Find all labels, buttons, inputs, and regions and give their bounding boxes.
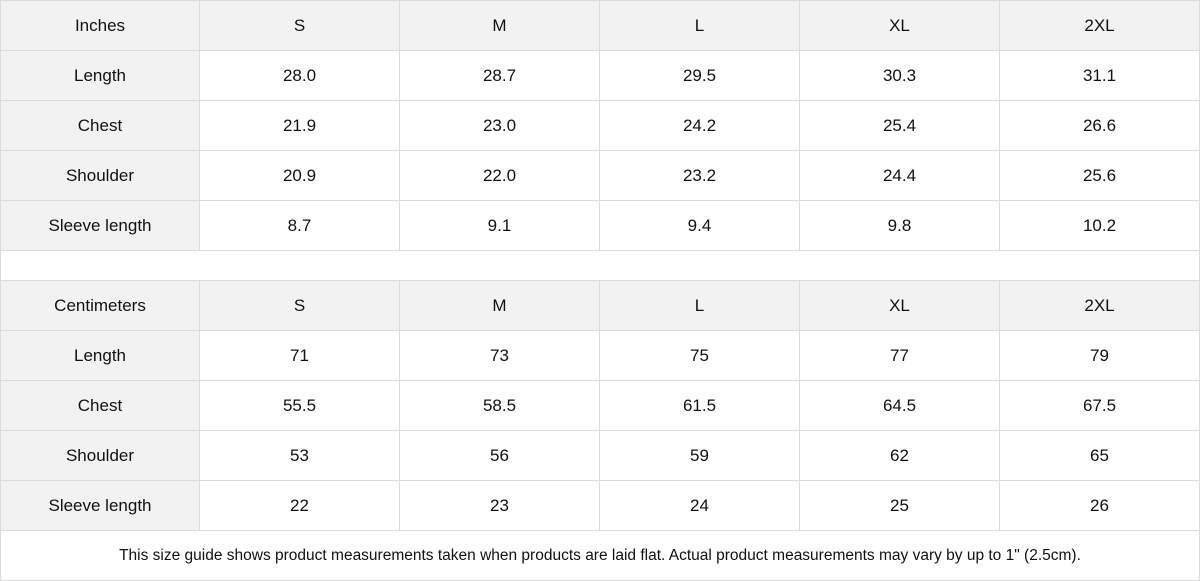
size-header: S [200, 281, 400, 331]
measurement-value: 20.9 [200, 151, 400, 201]
measurement-value: 8.7 [200, 201, 400, 251]
centimeters-table: Centimeters S M L XL 2XL Length 71 73 75 77 79 Chest… [1, 281, 1200, 531]
measurement-value: 62 [800, 431, 1000, 481]
table-spacer [1, 251, 1200, 281]
measurement-label: Shoulder [1, 151, 200, 201]
measurement-value: 58.5 [400, 381, 600, 431]
measurement-value: 23.2 [600, 151, 800, 201]
measurement-value: 10.2 [1000, 201, 1200, 251]
measurement-value: 24 [600, 481, 800, 531]
measurement-value: 24.2 [600, 101, 800, 151]
measurement-value: 67.5 [1000, 381, 1200, 431]
table-row: Chest 55.5 58.5 61.5 64.5 67.5 [1, 381, 1200, 431]
measurement-value: 75 [600, 331, 800, 381]
measurement-value: 53 [200, 431, 400, 481]
table-row: Shoulder 20.9 22.0 23.2 24.4 25.6 [1, 151, 1200, 201]
table-row: Chest 21.9 23.0 24.2 25.4 26.6 [1, 101, 1200, 151]
measurement-value: 9.8 [800, 201, 1000, 251]
size-header: M [400, 281, 600, 331]
measurement-value: 21.9 [200, 101, 400, 151]
measurement-label: Chest [1, 381, 200, 431]
measurement-value: 29.5 [600, 51, 800, 101]
measurement-value: 24.4 [800, 151, 1000, 201]
measurement-value: 26.6 [1000, 101, 1200, 151]
measurement-value: 22.0 [400, 151, 600, 201]
size-header: 2XL [1000, 281, 1200, 331]
size-header: 2XL [1000, 1, 1200, 51]
measurement-label: Sleeve length [1, 201, 200, 251]
measurement-value: 25.4 [800, 101, 1000, 151]
unit-header: Centimeters [1, 281, 200, 331]
measurement-value: 55.5 [200, 381, 400, 431]
size-header: XL [800, 281, 1000, 331]
measurement-value: 31.1 [1000, 51, 1200, 101]
header-row: Centimeters S M L XL 2XL [1, 281, 1200, 331]
table-row: Length 71 73 75 77 79 [1, 331, 1200, 381]
size-header: M [400, 1, 600, 51]
measurement-value: 26 [1000, 481, 1200, 531]
measurement-value: 56 [400, 431, 600, 481]
table-row: Sleeve length 22 23 24 25 26 [1, 481, 1200, 531]
measurement-value: 25 [800, 481, 1000, 531]
measurement-label: Sleeve length [1, 481, 200, 531]
measurement-value: 9.1 [400, 201, 600, 251]
measurement-label: Shoulder [1, 431, 200, 481]
measurement-value: 25.6 [1000, 151, 1200, 201]
measurement-value: 61.5 [600, 381, 800, 431]
measurement-value: 23.0 [400, 101, 600, 151]
size-header: XL [800, 1, 1000, 51]
header-row: Inches S M L XL 2XL [1, 1, 1200, 51]
inches-table: Inches S M L XL 2XL Length 28.0 28.7 29.5 30.3 31.1… [1, 1, 1200, 251]
measurement-value: 79 [1000, 331, 1200, 381]
measurement-value: 71 [200, 331, 400, 381]
measurement-value: 22 [200, 481, 400, 531]
size-guide-footnote: This size guide shows product measuremen… [1, 531, 1200, 581]
measurement-label: Length [1, 331, 200, 381]
measurement-value: 28.7 [400, 51, 600, 101]
table-row: Sleeve length 8.7 9.1 9.4 9.8 10.2 [1, 201, 1200, 251]
measurement-value: 77 [800, 331, 1000, 381]
measurement-label: Chest [1, 101, 200, 151]
measurement-value: 23 [400, 481, 600, 531]
measurement-value: 64.5 [800, 381, 1000, 431]
measurement-label: Length [1, 51, 200, 101]
measurement-value: 73 [400, 331, 600, 381]
measurement-value: 65 [1000, 431, 1200, 481]
size-header: S [200, 1, 400, 51]
table-row: Shoulder 53 56 59 62 65 [1, 431, 1200, 481]
measurement-value: 28.0 [200, 51, 400, 101]
table-row: Length 28.0 28.7 29.5 30.3 31.1 [1, 51, 1200, 101]
measurement-value: 59 [600, 431, 800, 481]
size-header: L [600, 1, 800, 51]
measurement-value: 9.4 [600, 201, 800, 251]
unit-header: Inches [1, 1, 200, 51]
measurement-value: 30.3 [800, 51, 1000, 101]
size-header: L [600, 281, 800, 331]
